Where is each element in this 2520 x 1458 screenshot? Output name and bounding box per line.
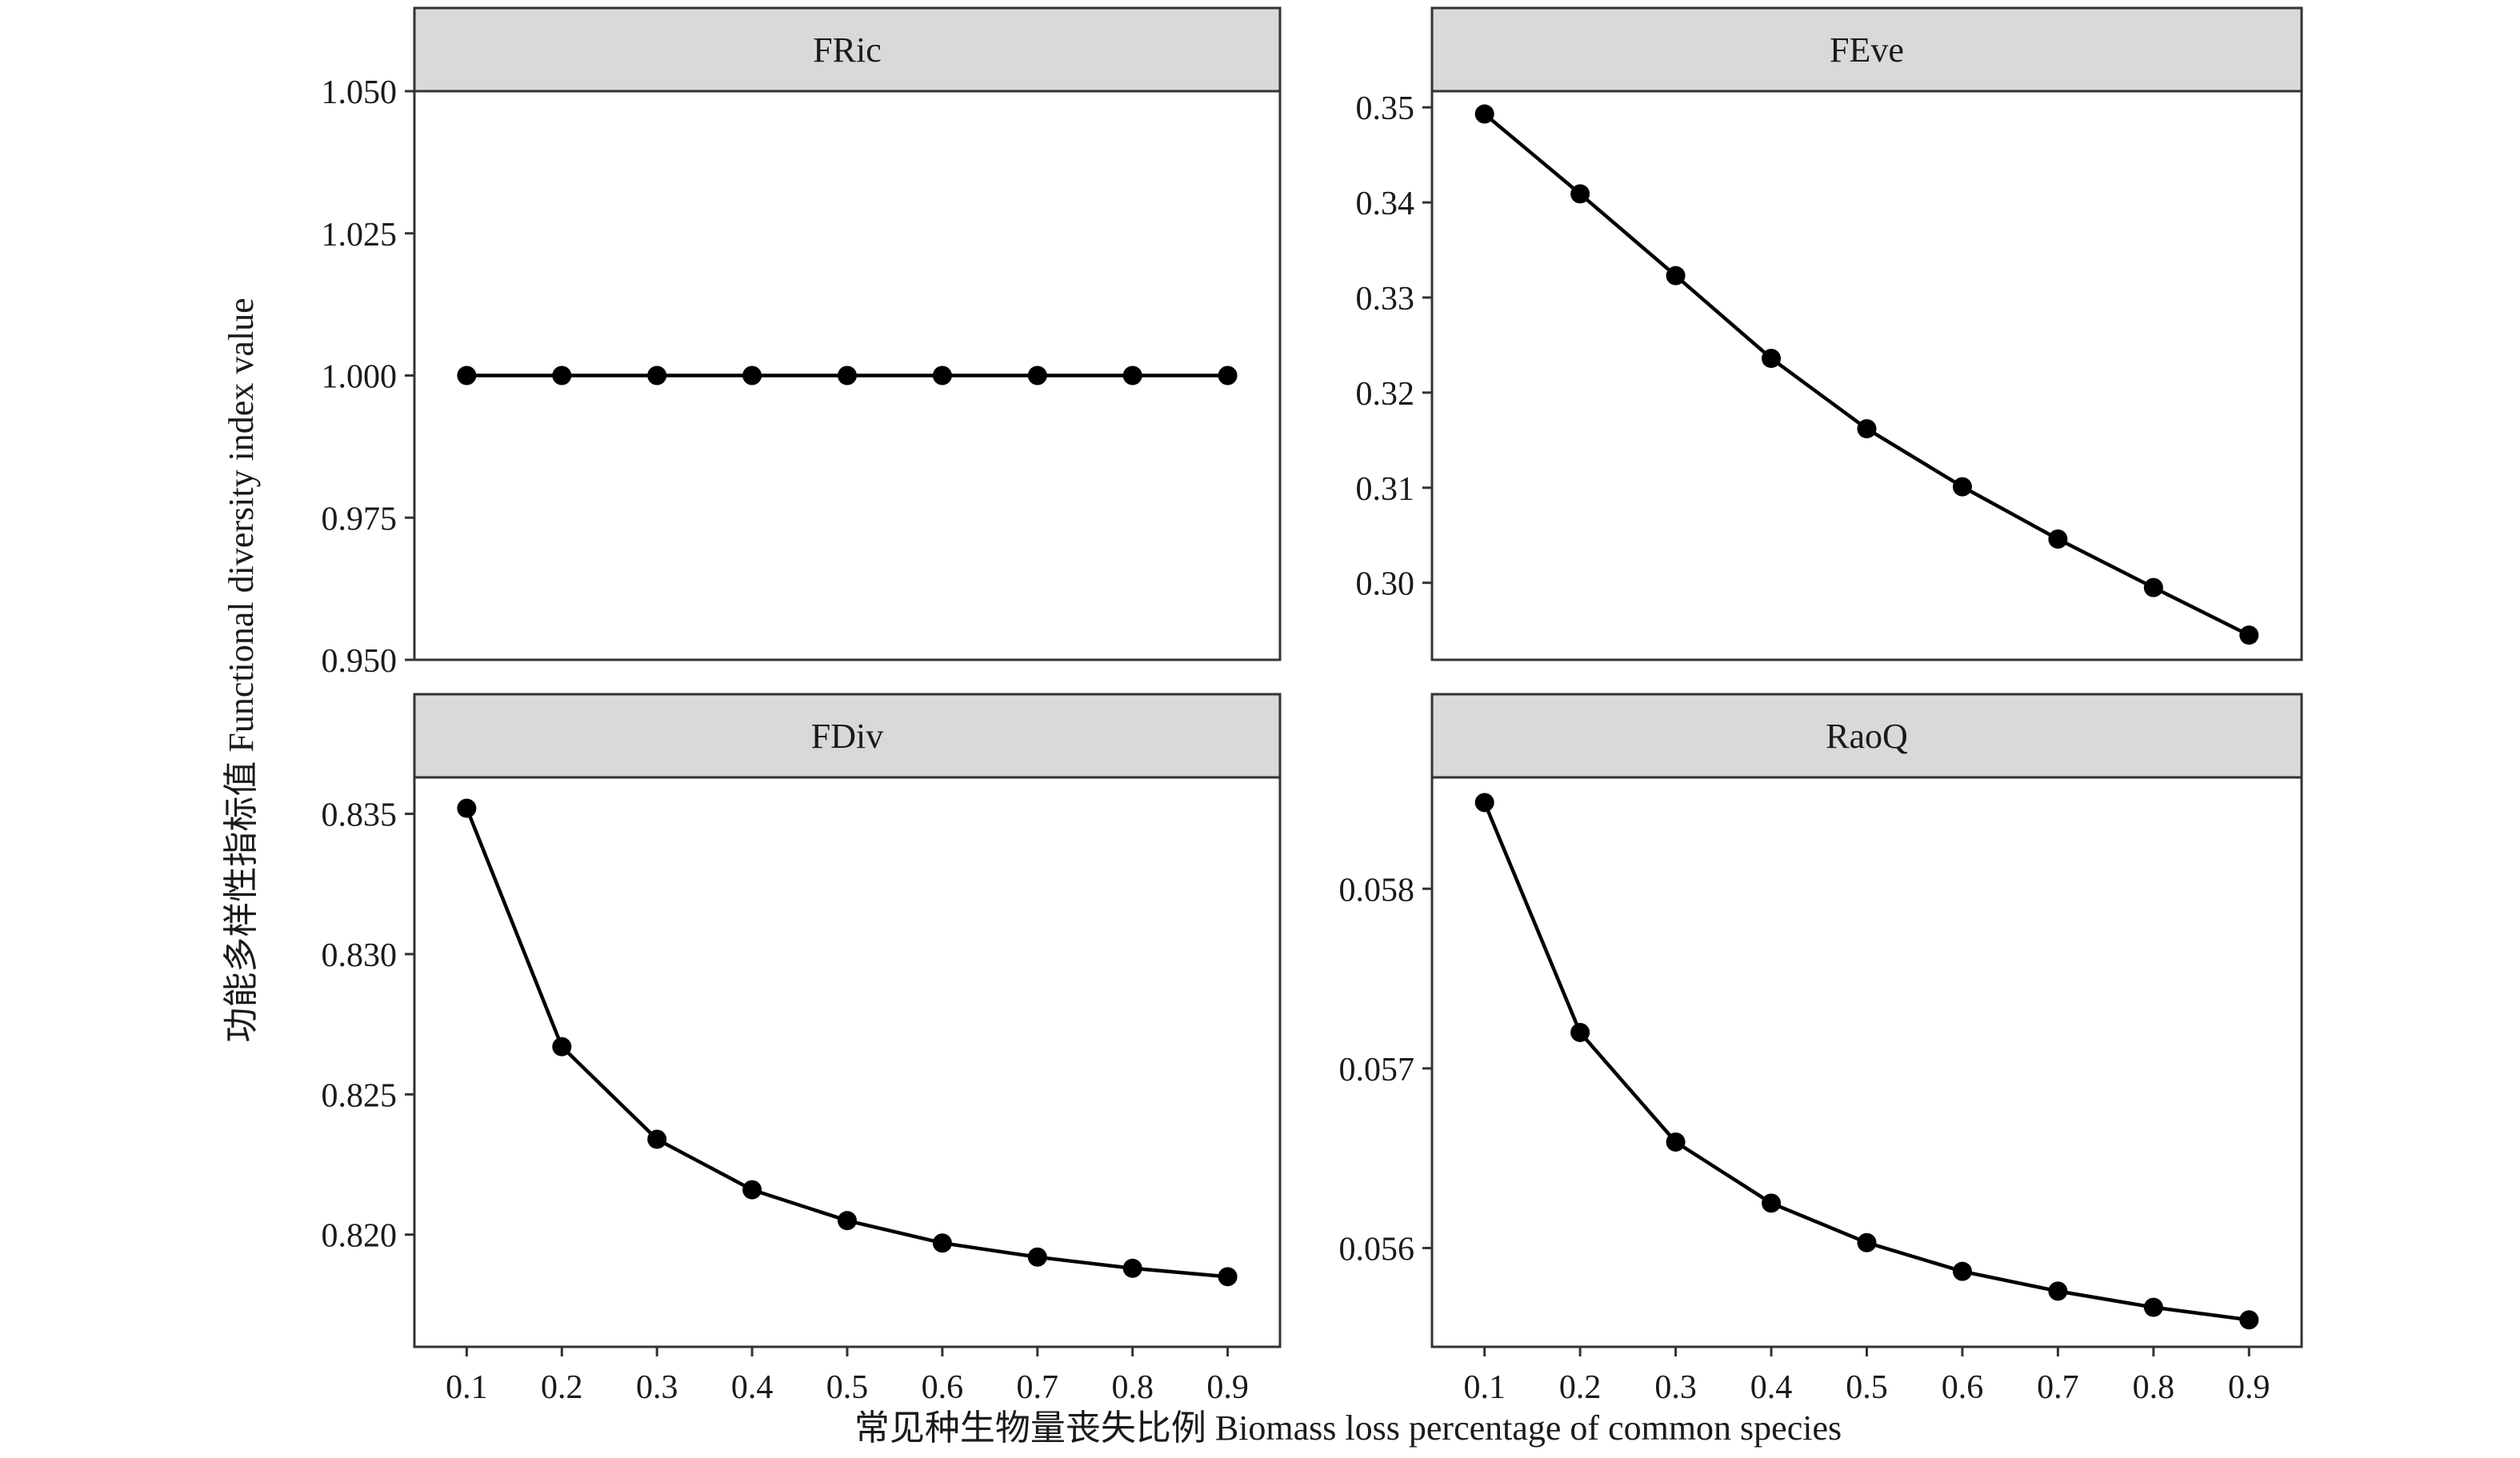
data-point [1474, 104, 1494, 124]
data-point [932, 1233, 952, 1253]
x-tick-label: 0.2 [1559, 1369, 1602, 1406]
data-point [647, 365, 667, 385]
y-tick-label: 1.050 [322, 74, 398, 111]
x-tick-label: 0.6 [1942, 1369, 1984, 1406]
data-point [1027, 1247, 1047, 1267]
y-tick-label: 0.950 [322, 643, 398, 680]
data-point [1666, 1132, 1686, 1152]
facet-strip-label: FRic [813, 30, 882, 70]
x-tick-label: 0.2 [541, 1369, 583, 1406]
panel-feve: FEve 0.30 0.31 0.32 0.33 0.34 0.35 [1356, 6, 2303, 661]
data-point [1122, 365, 1142, 385]
data-point [1857, 1232, 1877, 1252]
data-point [742, 1180, 762, 1200]
y-tick-label: 0.33 [1356, 281, 1415, 318]
x-tick-label: 0.4 [731, 1369, 774, 1406]
data-point [552, 365, 572, 385]
x-tick-label: 0.1 [446, 1369, 488, 1406]
data-point [2143, 1297, 2163, 1317]
data-point [1218, 1267, 1238, 1287]
facet-strip [1430, 6, 2303, 93]
data-point [838, 365, 857, 385]
data-point [1952, 477, 1972, 497]
data-point [1474, 793, 1494, 813]
y-tick-label: 0.975 [322, 501, 398, 537]
x-tick-label: 0.9 [1206, 1369, 1249, 1406]
panel-frame [1430, 90, 2303, 661]
facet-strip-label: FEve [1830, 30, 1904, 70]
x-tick-label: 0.8 [1111, 1369, 1154, 1406]
data-point [1027, 365, 1047, 385]
y-tick-label: 0.058 [1339, 872, 1415, 909]
y-tick-label: 0.30 [1356, 566, 1415, 603]
data-point [838, 1211, 857, 1231]
x-tick-label: 0.5 [1846, 1369, 1888, 1406]
y-tick-label: 0.835 [322, 797, 398, 834]
x-tick-label: 0.7 [1017, 1369, 1059, 1406]
data-point [1952, 1261, 1972, 1281]
panels-layer: FRic 0.950 0.975 1.000 1.025 1.050 FEve 0.30 0.3… [322, 6, 2303, 1406]
panel-background [1432, 91, 2302, 660]
data-point [1762, 349, 1782, 369]
y-tick-label: 0.830 [322, 937, 398, 974]
facet-strip [1430, 693, 2303, 779]
data-point [1762, 1193, 1782, 1213]
data-point [457, 798, 477, 818]
data-point [1666, 266, 1686, 286]
data-point [1857, 419, 1877, 439]
y-tick-label: 1.000 [322, 359, 398, 396]
data-point [2143, 577, 2163, 597]
y-tick-label: 0.825 [322, 1077, 398, 1114]
x-tick-label: 0.3 [1654, 1369, 1697, 1406]
data-point [742, 365, 762, 385]
y-tick-label: 0.34 [1356, 186, 1415, 222]
panel-background [414, 777, 1280, 1347]
panel-background [1432, 777, 2302, 1347]
y-axis-title: 功能多样性指标值 Functional diversity index valu… [222, 298, 261, 1042]
data-point [2048, 529, 2068, 549]
data-point [1218, 365, 1238, 385]
y-tick-label: 0.31 [1356, 471, 1415, 508]
y-tick-label: 0.820 [322, 1218, 398, 1255]
panel-fdiv: FDiv 0.820 0.825 0.830 0.835 0.1 0.2 0.3 0.4 0.5 0… [322, 693, 1282, 1406]
y-tick-label: 0.056 [1339, 1231, 1415, 1268]
x-tick-label: 0.1 [1463, 1369, 1506, 1406]
y-tick-label: 0.35 [1356, 90, 1415, 127]
x-tick-label: 0.5 [826, 1369, 869, 1406]
data-point [457, 365, 477, 385]
data-point [2239, 625, 2259, 645]
data-point [932, 365, 952, 385]
data-point [2239, 1310, 2259, 1330]
data-point [1570, 1022, 1590, 1042]
x-axis-title: 常见种生物量丧失比例 Biomass loss percentage of co… [854, 1408, 1842, 1448]
x-tick-label: 0.3 [636, 1369, 678, 1406]
x-tick-label: 0.6 [922, 1369, 964, 1406]
x-tick-label: 0.4 [1750, 1369, 1793, 1406]
panel-fric: FRic 0.950 0.975 1.000 1.025 1.050 [322, 6, 1282, 680]
data-point [1122, 1258, 1142, 1278]
data-point [552, 1037, 572, 1057]
x-tick-label: 0.8 [2133, 1369, 2175, 1406]
facet-strip-label: FDiv [811, 717, 883, 756]
data-point [647, 1129, 667, 1149]
x-tick-label: 0.9 [2228, 1369, 2270, 1406]
y-tick-label: 0.057 [1339, 1052, 1415, 1089]
y-tick-label: 0.32 [1356, 376, 1415, 413]
x-tick-label: 0.7 [2037, 1369, 2079, 1406]
data-point [2048, 1281, 2068, 1301]
facet-strip-label: RaoQ [1826, 717, 1908, 756]
data-point [1570, 184, 1590, 204]
panel-raoq: RaoQ 0.056 0.057 0.058 0.1 0.2 0.3 0.4 0.5 0.6 0.7… [1339, 693, 2303, 1406]
y-tick-label: 1.025 [322, 217, 398, 254]
